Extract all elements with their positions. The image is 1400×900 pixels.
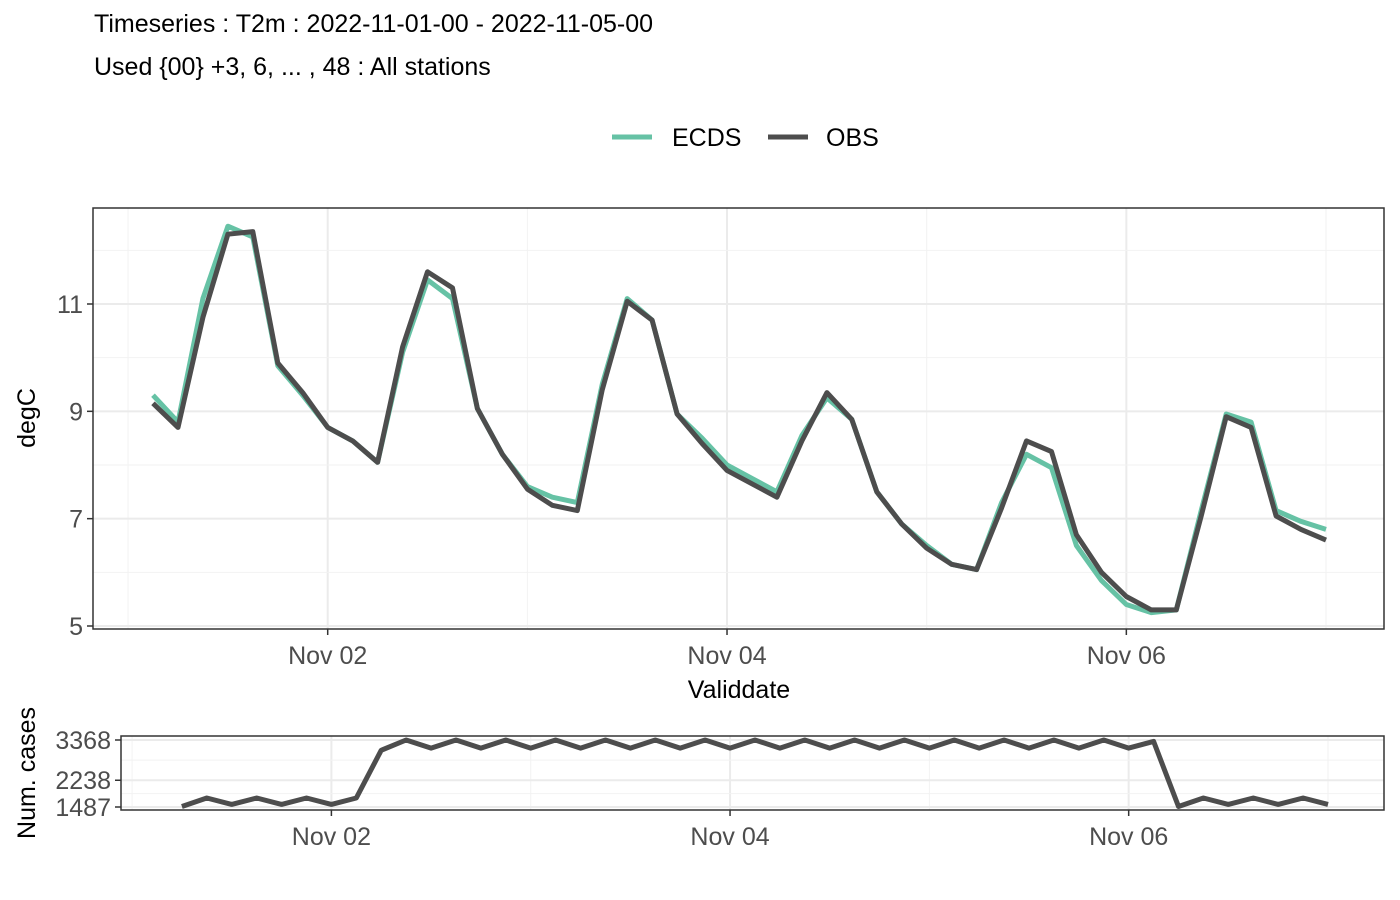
main-y-tick-label: 5 [69,613,83,641]
main-plot-panel [92,207,1385,630]
count-x-tick-label: Nov 06 [1089,823,1168,851]
legend: ECDS OBS [612,124,879,152]
count-x-tick-label: Nov 02 [292,823,371,851]
x-axis-title: Validdate [688,676,790,704]
legend-label-obs: OBS [826,124,879,152]
main-x-tick-label: Nov 06 [1087,642,1166,670]
main-x-tick-label: Nov 02 [288,642,367,670]
count-y-tick-label: 2238 [55,767,111,795]
count-y-tick-label: 3368 [55,727,111,755]
chart-title: Timeseries : T2m : 2022-11-01-00 - 2022-… [94,10,654,38]
main-plot-axes: Validdate degC Nov 02 Nov 04 Nov 06 5 7 9 11 [13,291,1166,704]
main-background [93,208,1384,629]
legend-label-ecds: ECDS [672,124,741,152]
main-y-tick-label: 9 [69,398,83,426]
count-x-tick-label: Nov 04 [690,823,769,851]
count-y-axis-title: Num. cases [13,707,41,839]
main-y-tick-label: 7 [69,506,83,534]
y-axis-title: degC [13,388,41,448]
count-plot-panel [120,735,1385,811]
count-panel-border [120,735,1385,811]
count-y-tick-label: 1487 [55,794,111,822]
chart-subtitle: Used {00} +3, 6, ... , 48 : All stations [94,53,491,81]
main-x-tick-label: Nov 04 [687,642,766,670]
main-panel-border [92,207,1385,630]
main-series-obs-line [151,229,1327,613]
main-y-tick-label: 11 [57,291,83,319]
